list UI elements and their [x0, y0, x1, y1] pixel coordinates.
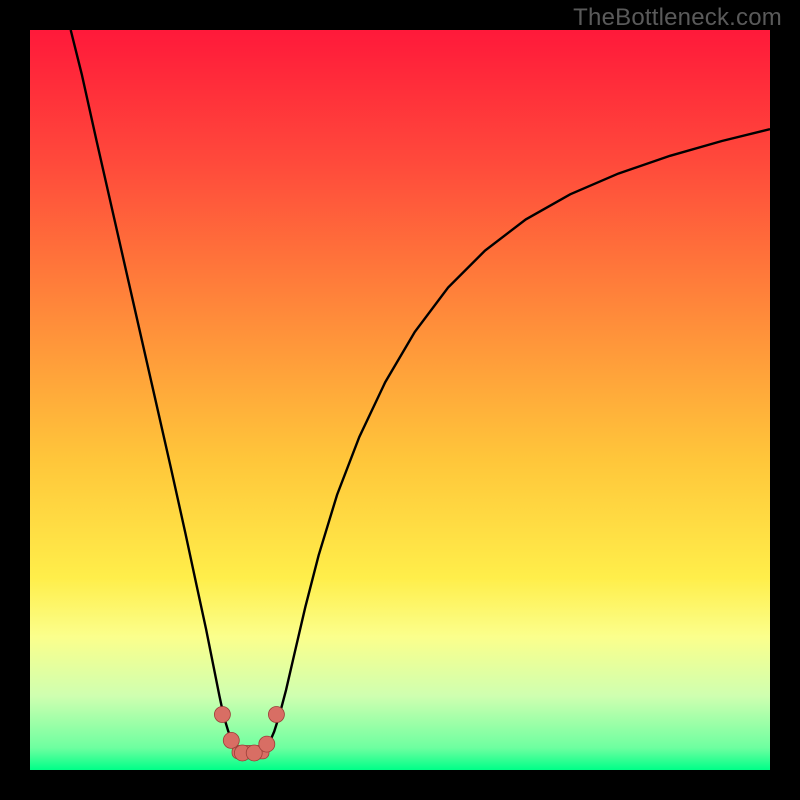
plot-area: [30, 30, 770, 770]
watermark-text: TheBottleneck.com: [573, 4, 782, 32]
marker-dot: [214, 707, 230, 723]
marker-dot: [223, 732, 239, 748]
gradient-background: [30, 30, 770, 770]
root-frame: TheBottleneck.com: [0, 0, 800, 800]
marker-dot: [259, 736, 275, 752]
marker-dot: [268, 707, 284, 723]
chart-svg: [30, 30, 770, 770]
